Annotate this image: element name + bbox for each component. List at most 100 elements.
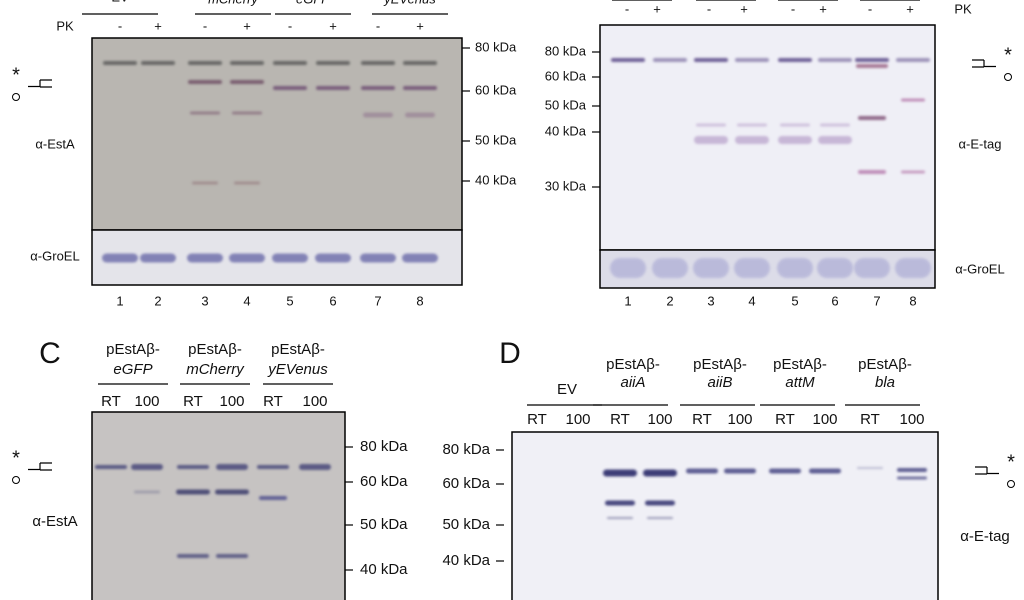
lane-number: 4 <box>748 293 755 308</box>
marker-label: 40 kDa <box>545 123 587 138</box>
condition: 100 <box>302 393 327 410</box>
band <box>857 467 883 469</box>
lane-number: 5 <box>791 293 798 308</box>
band <box>230 80 264 84</box>
treatment: + <box>906 1 914 16</box>
band <box>897 468 927 472</box>
marker-label: 30 kDa <box>545 178 587 193</box>
asterisk: * <box>12 447 20 469</box>
band <box>693 258 729 278</box>
treatment: - <box>376 18 380 33</box>
marker-label: 60 kDa <box>360 473 408 490</box>
construct-prefix: pEstAβ- <box>773 356 827 373</box>
band <box>858 170 886 174</box>
band <box>686 468 718 474</box>
band <box>694 58 728 62</box>
band <box>696 123 726 127</box>
band <box>778 58 812 62</box>
blot-c <box>91 411 346 600</box>
marker-label: 60 kDa <box>545 68 587 83</box>
construct-prefix: pEstAβ- <box>106 341 160 358</box>
condition: 100 <box>647 411 672 428</box>
band <box>652 258 688 278</box>
treatment: + <box>243 18 251 33</box>
band <box>603 469 637 477</box>
band-bracket <box>28 79 52 88</box>
band-bracket <box>28 462 52 471</box>
treatment: - <box>288 18 292 33</box>
marker-label: 80 kDa <box>360 438 408 455</box>
band <box>694 136 728 144</box>
blot-d <box>511 431 939 600</box>
band <box>855 58 889 62</box>
marker-label: 50 kDa <box>475 132 517 147</box>
antibody-label: α-EstA <box>32 513 77 530</box>
band <box>315 253 351 263</box>
asterisk: * <box>1004 44 1012 66</box>
treatment: + <box>329 18 337 33</box>
band <box>299 464 331 470</box>
band <box>737 123 767 127</box>
band <box>645 500 675 506</box>
marker-label: 50 kDa <box>442 516 490 533</box>
band <box>273 61 307 65</box>
band <box>360 253 396 263</box>
band <box>134 490 160 494</box>
construct-gene: yEVenus <box>267 361 328 378</box>
band <box>316 86 350 90</box>
open-circle <box>1004 73 1012 81</box>
construct-gene: eGFP <box>113 361 152 378</box>
band <box>103 61 137 65</box>
band <box>403 86 437 90</box>
antibody-label: α-EstA <box>35 136 75 151</box>
band <box>858 116 886 120</box>
asterisk: * <box>12 64 20 86</box>
band <box>177 554 209 558</box>
condition: 100 <box>565 411 590 428</box>
band <box>405 112 435 118</box>
band <box>102 253 138 263</box>
marker-label: 80 kDa <box>545 43 587 58</box>
band <box>856 64 888 68</box>
band <box>234 181 260 185</box>
band <box>897 476 927 480</box>
group-label: EV <box>111 0 129 4</box>
condition: 100 <box>134 393 159 410</box>
construct-prefix: pEstAβ- <box>693 356 747 373</box>
band <box>402 253 438 263</box>
band <box>734 258 770 278</box>
band <box>735 58 769 62</box>
panel-letter: C <box>39 337 61 370</box>
band <box>190 111 220 115</box>
band <box>607 517 633 519</box>
band <box>647 517 673 519</box>
band <box>896 58 930 62</box>
band <box>653 58 687 62</box>
lane-number: 2 <box>154 293 161 308</box>
group-label: yEVenus <box>383 0 436 6</box>
band <box>187 253 223 263</box>
construct-prefix: pEstAβ- <box>606 356 660 373</box>
band <box>818 136 852 144</box>
band <box>176 489 210 495</box>
lane-number: 3 <box>707 293 714 308</box>
band <box>230 61 264 65</box>
band <box>363 112 393 118</box>
marker-label: 60 kDa <box>442 475 490 492</box>
construct-prefix: pEstAβ- <box>858 356 912 373</box>
band <box>780 123 810 127</box>
marker-label: 40 kDa <box>360 561 408 578</box>
condition: 100 <box>899 411 924 428</box>
condition: RT <box>183 393 203 410</box>
band <box>215 489 249 495</box>
marker-label: 40 kDa <box>442 552 490 569</box>
lane-number: 7 <box>374 293 381 308</box>
band <box>809 468 841 474</box>
treatment: - <box>791 1 795 16</box>
band <box>605 500 635 506</box>
lane-number: 1 <box>624 293 631 308</box>
treatment: - <box>118 18 122 33</box>
treatment: + <box>653 1 661 16</box>
condition: RT <box>527 411 547 428</box>
band-bracket <box>975 466 999 475</box>
